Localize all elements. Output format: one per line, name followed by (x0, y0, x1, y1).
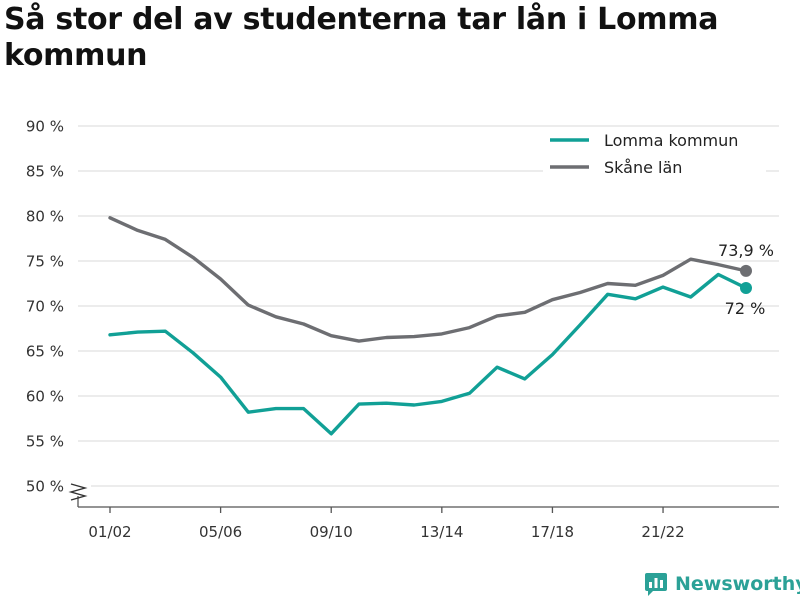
brand-name: Newsworthy (675, 573, 800, 595)
page-title: Så stor del av studenterna tar lån i Lom… (4, 2, 719, 73)
y-tick-label: 65 % (26, 343, 64, 361)
axis-break-icon (68, 483, 88, 501)
legend-label: Lomma kommun (604, 131, 738, 150)
series-line-skane-lan (108, 216, 748, 343)
x-tick-label: 09/10 (310, 523, 353, 541)
brand-logo: Newsworthy (644, 568, 800, 600)
end-value-label: 73,9 % (718, 241, 774, 260)
x-axis-tick-labels: 01/02 05/06 09/10 13/14 17/18 21/22 (88, 523, 684, 541)
x-axis (68, 483, 779, 513)
series-line-lomma-kommun (108, 272, 748, 436)
x-tick-label: 13/14 (420, 523, 463, 541)
x-tick-label: 05/06 (199, 523, 242, 541)
y-tick-label: 85 % (26, 163, 64, 181)
series-end-point (740, 282, 752, 294)
y-tick-label: 90 % (26, 118, 64, 136)
bar-chart-logo-icon (645, 573, 667, 596)
series-lines: 73,9 % 72 % (108, 216, 774, 436)
series-end-point (740, 264, 752, 277)
x-tick-label: 01/02 (88, 523, 131, 541)
y-axis-tick-labels: 50 % 55 % 60 % 65 % 70 % 75 % 80 % 85 % 90 % (26, 118, 64, 496)
y-tick-label: 60 % (26, 388, 64, 406)
legend-label: Skåne län (604, 158, 682, 177)
x-tick-label: 21/22 (641, 523, 684, 541)
y-tick-label: 55 % (26, 433, 64, 451)
x-tick-label: 17/18 (531, 523, 574, 541)
legend: Lomma kommun Skåne län (543, 127, 766, 182)
legend-background (543, 127, 766, 182)
end-value-label: 72 % (725, 299, 766, 318)
y-tick-label: 50 % (26, 478, 64, 496)
y-tick-label: 80 % (26, 208, 64, 226)
y-tick-label: 75 % (26, 253, 64, 271)
y-tick-label: 70 % (26, 298, 64, 316)
